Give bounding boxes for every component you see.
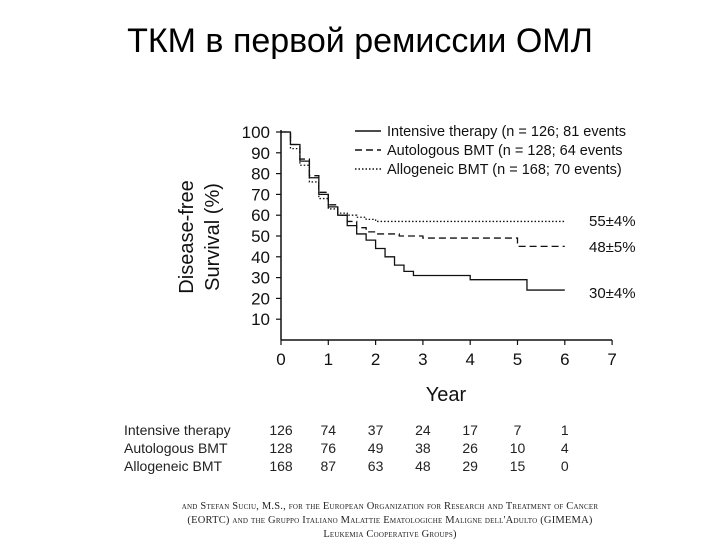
citation-line-2: (EORTC) and the Gruppo Italiano Malattie… [187,515,593,526]
y-axis-label: Disease-free [176,180,198,293]
x-tick-label: 4 [465,350,474,369]
x-tick-label: 0 [276,350,285,369]
chart-series [281,131,565,291]
risk-cell: 1 [560,422,569,438]
risk-cell: 4 [560,440,569,456]
risk-cell: 87 [320,458,337,474]
risk-cell: 17 [462,422,478,438]
end-label: 48±5% [589,239,636,256]
y-tick-label: 20 [251,289,270,308]
x-axis-label: Year [426,384,467,406]
risk-row-label: Allogeneic BMT [124,458,223,474]
y-tick-label: 80 [251,165,270,184]
risk-cell: 26 [462,440,478,456]
chart-legend: Intensive therapy (n = 126; 81 events Aut… [355,124,626,178]
risk-cell: 168 [269,458,293,474]
slide-title: ТКМ в первой ремиссии ОМЛ [127,22,593,60]
end-label: 55±4% [589,213,636,230]
x-tick-label: 7 [607,350,616,369]
risk-cell: 37 [367,422,384,438]
citation-line-1: and Stefan Suciu, M.S., for the European… [181,501,599,512]
x-tick-label: 1 [324,350,333,369]
y-tick-label: 60 [251,206,270,225]
risk-cell: 15 [509,458,526,474]
end-label: 30±4% [589,285,636,302]
risk-cell: 38 [415,440,431,456]
x-tick-label: 2 [371,350,380,369]
series-line-solid [281,131,565,291]
legend-entry: Autologous BMT (n = 128; 64 events [387,143,623,159]
y-tick-label: 100 [242,123,270,142]
x-tick-label: 6 [560,350,569,369]
y-tick-label: 10 [251,310,270,329]
citation: and Stefan Suciu, M.S., for the European… [120,500,660,542]
risk-cell: 48 [415,458,431,474]
series-line-dashed [281,131,565,248]
legend-entry: Allogeneic BMT (n = 168; 70 events) [387,162,622,178]
y-tick-label: 40 [251,248,270,267]
x-tick-label: 5 [513,350,522,369]
y-tick-label: 90 [251,144,270,163]
risk-cell: 74 [320,422,337,438]
chart-end-labels: 30±4% 48±5% 55±4% [589,213,636,302]
series-line-dotted [281,131,565,223]
risk-cell: 49 [367,440,384,456]
x-tick-label: 3 [418,350,427,369]
risk-cell: 126 [269,422,293,438]
risk-row-label: Autologous BMT [124,440,228,456]
risk-cell: 76 [320,440,337,456]
risk-cell: 7 [513,422,522,438]
risk-cell: 10 [509,440,526,456]
legend-entry: Intensive therapy (n = 126; 81 events [387,124,626,140]
risk-cell: 0 [560,458,569,474]
risk-cell: 24 [415,422,431,438]
risk-cell: 128 [269,440,293,456]
y-tick-label: 30 [251,269,270,288]
risk-cell: 63 [367,458,384,474]
y-tick-label: 50 [251,227,270,246]
risk-cell: 29 [462,458,478,474]
y-tick-label: 70 [251,185,270,204]
risk-row-label: Intensive therapy [124,422,231,438]
citation-line-3: Leukemia Cooperative Groups) [323,529,457,540]
y-axis-label: Survival (%) [202,183,224,291]
